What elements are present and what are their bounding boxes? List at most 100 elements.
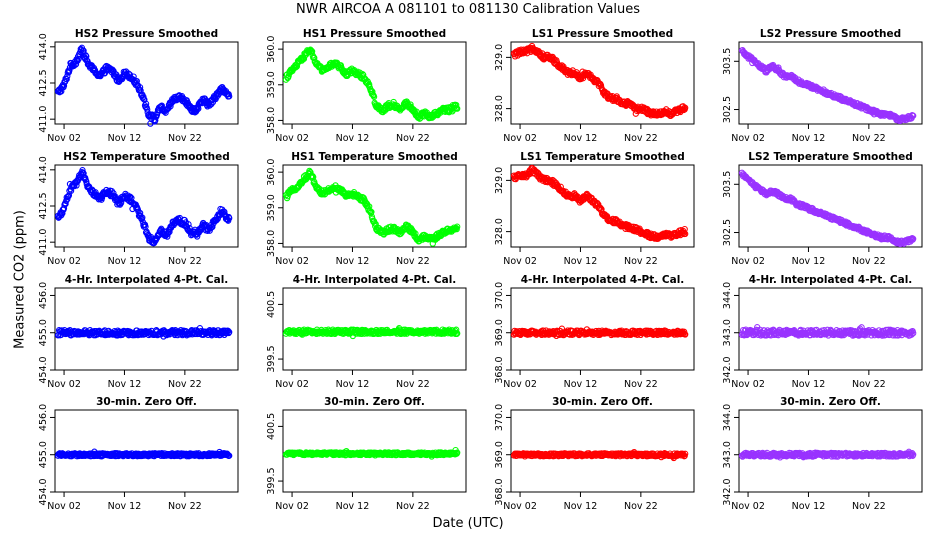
data-point [64,196,71,203]
y-tick-label: 455.0 [38,441,49,468]
y-tick-label: 370.0 [494,282,505,309]
x-tick-label: Nov 02 [275,256,309,267]
y-tick-label: 329.0 [494,44,505,71]
x-tick-label: Nov 12 [792,256,826,267]
panel-16: 30-min. Zero Off.Nov 02 Nov 12 Nov 22342.0… [722,396,923,512]
panel-title: LS1 Pressure Smoothed [532,28,673,40]
data-series [54,325,233,340]
x-tick-label: Nov 22 [396,133,430,144]
y-tick-label: 328.0 [494,218,505,245]
panel-title: 4-Hr. Interpolated 4-Pt. Cal. [521,274,685,286]
panel-14: 30-min. Zero Off.Nov 02 Nov 12 Nov 22399.5… [266,396,467,512]
x-tick-label: Nov 02 [275,133,309,144]
panel-title: 4-Hr. Interpolated 4-Pt. Cal. [749,274,913,286]
x-tick-label: Nov 12 [792,133,826,144]
data-point [226,93,233,100]
panel-title: 30-min. Zero Off. [780,396,881,408]
plot-frame [510,164,695,248]
data-point [98,194,106,202]
y-tick-label: 343.0 [722,319,733,346]
panel-title: HS2 Temperature Smoothed [63,151,230,163]
y-tick-label: 411.0 [38,106,49,133]
figure-title: NWR AIRCOA A 081101 to 081130 Calibratio… [295,2,641,17]
data-series [54,167,233,247]
y-tick-label: 400.5 [266,291,277,318]
panel-title: HS2 Pressure Smoothed [75,28,218,40]
x-tick-label: Nov 02 [47,133,81,144]
panel-title: 4-Hr. Interpolated 4-Pt. Cal. [293,274,457,286]
x-tick-label: Nov 02 [47,379,81,390]
plot-frame [510,41,695,125]
data-point [130,73,137,80]
panel-title: 30-min. Zero Off. [96,396,197,408]
panel-13: 30-min. Zero Off.Nov 02 Nov 12 Nov 22454.0… [38,396,239,512]
data-point [136,84,144,91]
y-tick-label: 368.0 [494,478,505,505]
y-tick-label: 411.0 [38,229,49,256]
x-tick-label: Nov 02 [503,379,537,390]
x-tick-label: Nov 22 [396,256,430,267]
y-tick-label: 359.0 [266,194,277,221]
y-tick-label: 302.5 [722,96,733,123]
y-tick-label: 368.0 [494,356,505,383]
data-point [79,167,86,174]
x-tick-label: Nov 22 [168,501,202,512]
x-tick-label: Nov 02 [503,256,537,267]
data-point [370,93,378,100]
y-tick-label: 358.0 [266,107,277,134]
data-point [308,48,316,55]
x-tick-label: Nov 02 [503,133,537,144]
x-tick-label: Nov 22 [624,256,658,267]
data-point [910,112,917,119]
data-point [207,225,214,232]
data-point [435,232,442,240]
x-tick-label: Nov 02 [731,133,765,144]
y-tick-label: 369.0 [494,441,505,468]
data-point [194,106,201,113]
panel-15: 30-min. Zero Off.Nov 02 Nov 12 Nov 22368.0… [494,396,695,512]
x-tick-label: Nov 22 [396,379,430,390]
y-tick-label: 370.0 [494,404,505,431]
x-tick-label: Nov 22 [852,379,886,390]
data-point [362,199,370,206]
panel-title: HS1 Temperature Smoothed [291,151,458,163]
y-tick-label: 359.0 [266,71,277,98]
data-point [63,76,70,83]
data-series [738,448,917,461]
x-tick-label: Nov 22 [168,379,202,390]
data-series [510,164,689,242]
y-tick-label: 412.5 [38,192,49,219]
y-tick-label: 414.0 [38,156,49,183]
y-tick-label: 328.0 [494,95,505,122]
data-series [282,446,461,460]
data-point [371,220,378,227]
x-tick-label: Nov 02 [47,256,81,267]
y-tick-label: 455.0 [38,319,49,346]
data-series [54,44,233,127]
data-series [738,169,917,248]
y-tick-label: 329.0 [494,167,505,194]
x-tick-label: Nov 12 [108,379,142,390]
y-tick-label: 456.0 [38,404,49,431]
y-tick-label: 303.5 [722,171,733,198]
plot-frame [738,41,923,125]
y-tick-label: 454.0 [38,356,49,383]
x-tick-label: Nov 12 [564,379,598,390]
y-tick-label: 344.0 [722,282,733,309]
data-point [454,223,461,230]
data-point [682,230,689,238]
y-tick-label: 414.0 [38,33,49,60]
data-point [226,214,233,222]
data-point [185,221,192,228]
panel-title: LS2 Pressure Smoothed [760,28,901,40]
data-point [167,103,174,110]
x-tick-label: Nov 22 [624,501,658,512]
x-tick-label: Nov 12 [108,256,142,267]
